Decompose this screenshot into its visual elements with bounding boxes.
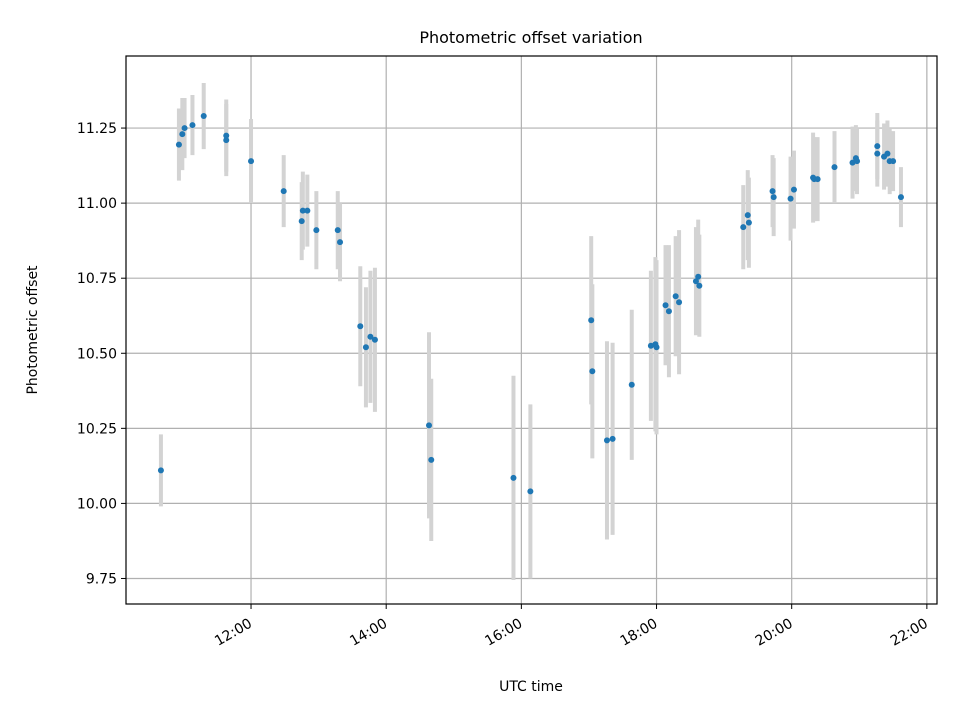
data-point — [588, 317, 595, 324]
data-point — [223, 137, 230, 144]
data-point — [299, 207, 306, 214]
data-point — [223, 132, 230, 139]
data-point — [357, 323, 364, 330]
data-point — [676, 299, 683, 306]
data-point — [337, 239, 344, 246]
data-point — [874, 143, 881, 150]
y-axis-ticks: 9.75 10.00 10.25 10.50 10.75 11.00 11.25 — [77, 121, 126, 587]
data-point — [179, 131, 186, 138]
data-point — [647, 342, 654, 349]
data-point — [527, 488, 534, 495]
data-point — [662, 302, 669, 309]
data-points — [157, 113, 904, 495]
y-tick-label: 10.25 — [77, 421, 117, 437]
y-axis-label: Photometric offset — [25, 265, 41, 395]
data-point — [897, 194, 904, 201]
data-point — [745, 219, 752, 226]
data-point — [304, 207, 311, 214]
data-point — [298, 218, 305, 225]
data-point — [603, 437, 610, 444]
data-point — [334, 227, 341, 234]
data-point — [695, 273, 702, 280]
data-point — [890, 158, 897, 165]
data-point — [740, 224, 747, 231]
data-point — [367, 333, 374, 340]
data-point — [854, 158, 861, 165]
data-point — [769, 188, 776, 195]
data-point — [692, 278, 699, 285]
data-point — [696, 282, 703, 289]
data-point — [609, 435, 616, 442]
chart-title: Photometric offset variation — [419, 28, 642, 47]
data-point — [831, 164, 838, 171]
data-point — [874, 150, 881, 157]
data-point — [157, 467, 164, 474]
data-point — [814, 176, 821, 183]
plot-frame — [125, 55, 938, 605]
y-tick-label: 11.25 — [77, 121, 117, 137]
y-tick-label: 11.00 — [77, 196, 117, 212]
y-tick-label: 10.00 — [77, 496, 117, 512]
data-point — [849, 159, 856, 166]
data-point — [313, 227, 320, 234]
data-point — [425, 422, 432, 429]
data-point — [181, 125, 188, 132]
data-point — [189, 122, 196, 129]
data-point — [362, 344, 369, 351]
data-point — [653, 344, 660, 351]
x-axis-label: UTC time — [499, 679, 563, 695]
data-point — [787, 195, 794, 202]
data-point — [200, 113, 207, 120]
data-point — [665, 308, 672, 315]
data-point — [770, 194, 777, 201]
data-point — [672, 293, 679, 300]
data-point — [248, 158, 255, 165]
data-point — [280, 188, 287, 195]
data-point — [510, 474, 517, 481]
data-point — [628, 381, 635, 388]
y-tick-label: 9.75 — [86, 571, 117, 587]
data-point — [371, 336, 378, 343]
data-point — [790, 186, 797, 193]
y-tick-label: 10.75 — [77, 271, 117, 287]
y-tick-label: 10.50 — [77, 346, 117, 362]
data-point — [175, 141, 182, 148]
data-point — [428, 456, 435, 463]
data-point — [589, 368, 596, 375]
data-point — [884, 150, 891, 157]
data-point — [744, 212, 751, 219]
